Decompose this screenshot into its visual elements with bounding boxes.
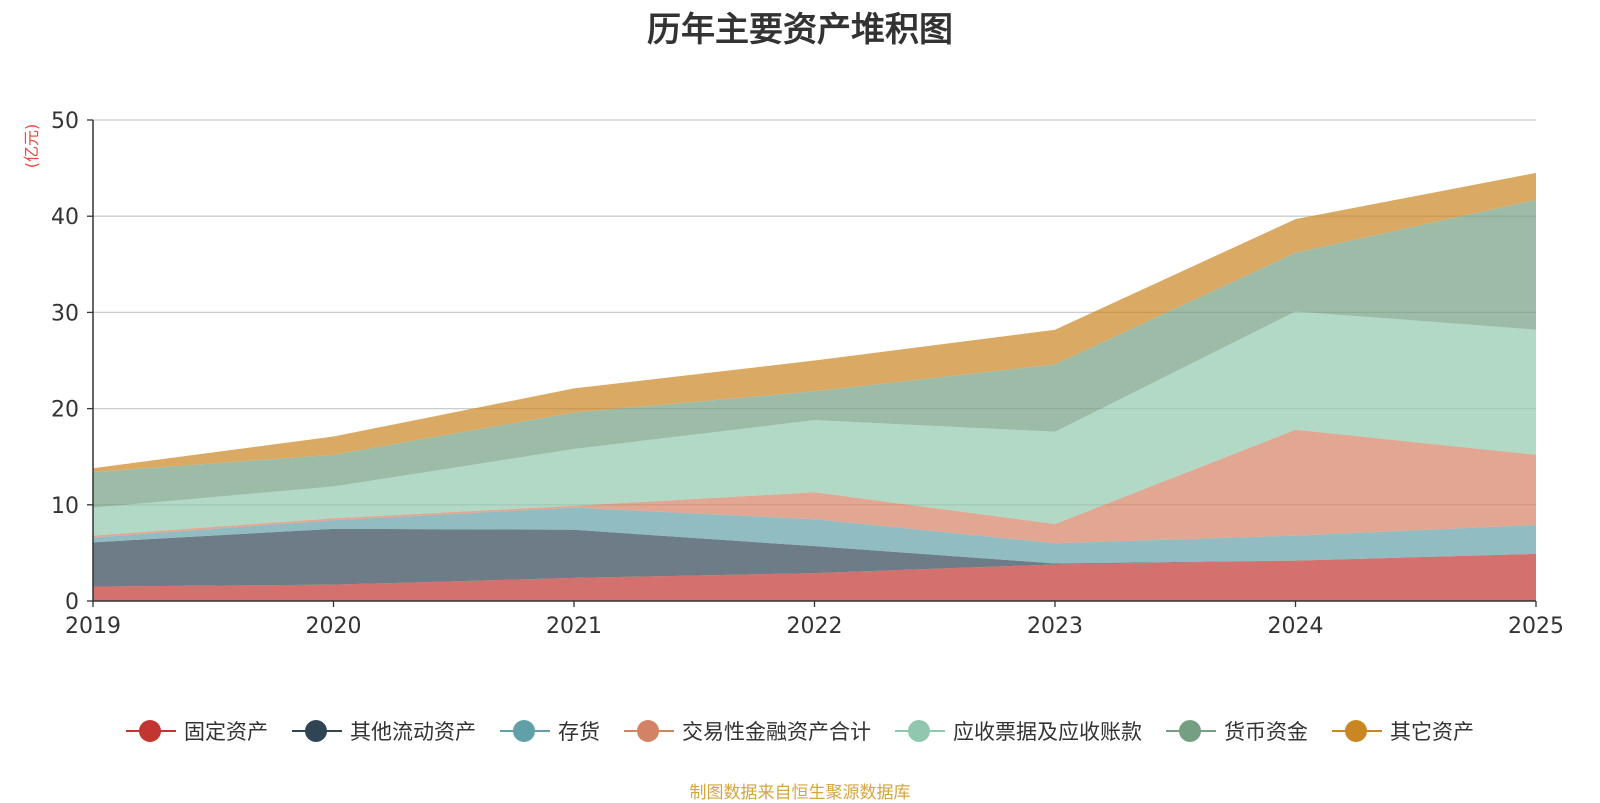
x-tick-label: 2022	[787, 614, 843, 639]
legend: 固定资产 其他流动资产 存货 交易性金融资产合计 应收票据及应收账款 货币资金 其它资产	[0, 716, 1600, 746]
legend-label: 固定资产	[184, 720, 268, 744]
legend-item[interactable]: 交易性金融资产合计	[624, 716, 871, 746]
legend-label: 其它资产	[1390, 720, 1474, 744]
y-tick-label: 40	[51, 205, 79, 230]
legend-item[interactable]: 存货	[500, 716, 600, 746]
legend-label: 交易性金融资产合计	[682, 720, 871, 744]
legend-item[interactable]: 其他流动资产	[292, 716, 476, 746]
y-tick-label: 0	[65, 590, 79, 615]
area-series-3	[93, 429, 1536, 544]
legend-item[interactable]: 其它资产	[1332, 716, 1474, 746]
area-series-0	[93, 553, 1536, 601]
x-tick-label: 2023	[1027, 614, 1083, 639]
legend-marker-dot	[139, 720, 161, 742]
stacked-areas	[93, 172, 1536, 601]
axes	[87, 119, 1537, 607]
y-axis-unit-label: (亿元)	[22, 124, 41, 169]
legend-marker-icon	[1332, 719, 1382, 743]
legend-marker-icon	[292, 719, 342, 743]
legend-label: 其他流动资产	[350, 720, 476, 744]
legend-marker-dot	[1179, 720, 1201, 742]
area-series-5	[93, 199, 1536, 508]
x-tick-label: 2024	[1268, 614, 1324, 639]
x-tick-label: 2025	[1508, 614, 1564, 639]
area-series-2	[93, 507, 1536, 564]
legend-marker-icon	[624, 719, 674, 743]
legend-marker-dot	[305, 720, 327, 742]
legend-marker-dot	[637, 720, 659, 742]
legend-item[interactable]: 应收票据及应收账款	[895, 716, 1142, 746]
source-note: 制图数据来自恒生聚源数据库	[689, 783, 911, 803]
area-series-4	[93, 311, 1536, 536]
legend-marker-icon	[895, 719, 945, 743]
legend-marker-icon	[126, 719, 176, 743]
legend-marker-dot	[513, 720, 535, 742]
legend-marker-icon	[500, 719, 550, 743]
legend-marker-icon	[1166, 719, 1216, 743]
x-tick-label: 2019	[65, 614, 121, 639]
chart-title: 历年主要资产堆积图	[647, 10, 953, 50]
x-tick-label: 2020	[306, 614, 362, 639]
axis-labels: 0 10 20 30 40 50 2019 2020 2021 2022 2023 2024 2025	[51, 109, 1564, 639]
legend-label: 存货	[558, 720, 600, 744]
y-tick-label: 10	[51, 494, 79, 519]
area-series-6	[93, 172, 1536, 473]
legend-item[interactable]: 固定资产	[126, 716, 268, 746]
x-tick-label: 2021	[546, 614, 602, 639]
legend-marker-dot	[1345, 720, 1367, 742]
legend-label: 应收票据及应收账款	[953, 720, 1142, 744]
legend-label: 货币资金	[1224, 720, 1308, 744]
area-series-1	[93, 528, 1536, 587]
legend-marker-dot	[908, 720, 930, 742]
legend-item[interactable]: 货币资金	[1166, 716, 1308, 746]
y-tick-label: 30	[51, 301, 79, 326]
y-tick-label: 50	[51, 109, 79, 134]
y-tick-label: 20	[51, 398, 79, 423]
